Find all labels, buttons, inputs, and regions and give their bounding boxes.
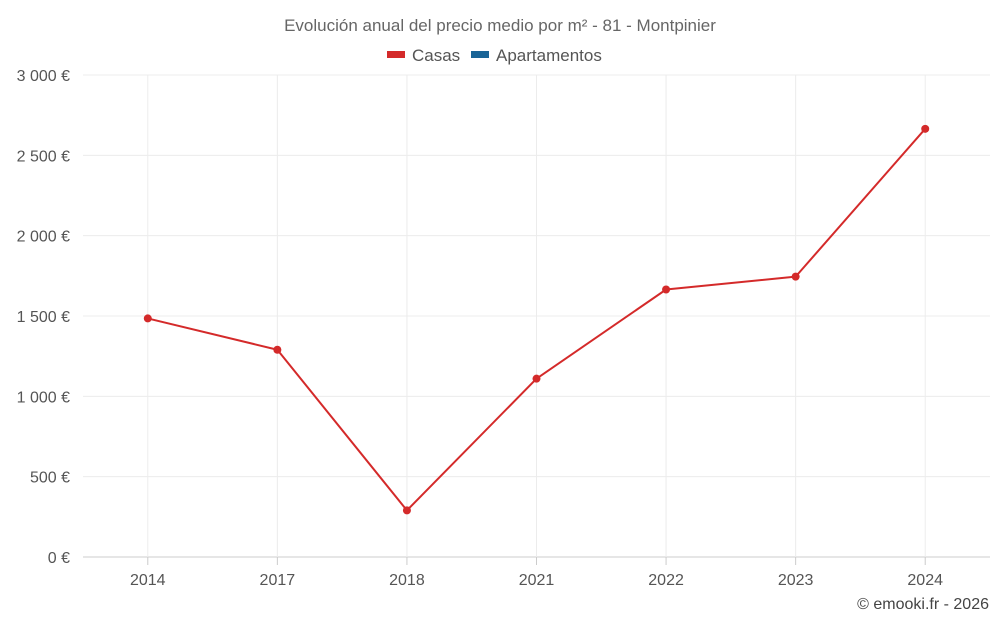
legend-label-casas: Casas [412,46,460,65]
legend-item-apartamentos[interactable]: Apartamentos [471,46,602,65]
x-tick-label: 2024 [907,572,943,589]
y-tick-label: 1 500 € [17,309,70,326]
chart-title: Evolución anual del precio medio por m² … [284,16,716,35]
y-tick-label: 1 000 € [17,389,70,406]
x-tick-label: 2023 [778,572,814,589]
x-axis: 2014 2017 2018 2021 2022 2023 2024 [130,557,943,589]
data-point-casas[interactable] [791,272,800,281]
y-tick-label: 2 500 € [17,148,70,165]
data-point-casas[interactable] [402,506,411,515]
x-tick-label: 2017 [260,572,296,589]
legend-item-casas[interactable]: Casas [387,46,460,65]
y-tick-label: 0 € [48,550,70,567]
y-tick-label: 2 000 € [17,229,70,246]
legend-swatch-apartamentos [471,51,489,58]
legend-label-apartamentos: Apartamentos [496,46,602,65]
x-tick-label: 2018 [389,572,425,589]
grid [83,74,990,558]
y-tick-label: 3 000 € [17,68,70,85]
series-casas [143,124,930,515]
credit-text: © emooki.fr - 2026 [857,596,989,613]
legend: Casas Apartamentos [387,46,602,65]
data-point-casas[interactable] [273,345,282,354]
data-point-casas[interactable] [532,374,541,383]
y-tick-label: 500 € [30,470,70,487]
y-axis: 0 € 500 € 1 000 € 1 500 € 2 000 € 2 500 € 3 00… [17,68,70,567]
data-point-casas[interactable] [662,285,671,294]
legend-swatch-casas [387,51,405,58]
x-tick-label: 2022 [648,572,684,589]
x-tick-label: 2021 [519,572,555,589]
data-point-casas[interactable] [143,314,152,323]
data-point-casas[interactable] [921,124,930,133]
x-tick-label: 2014 [130,572,166,589]
